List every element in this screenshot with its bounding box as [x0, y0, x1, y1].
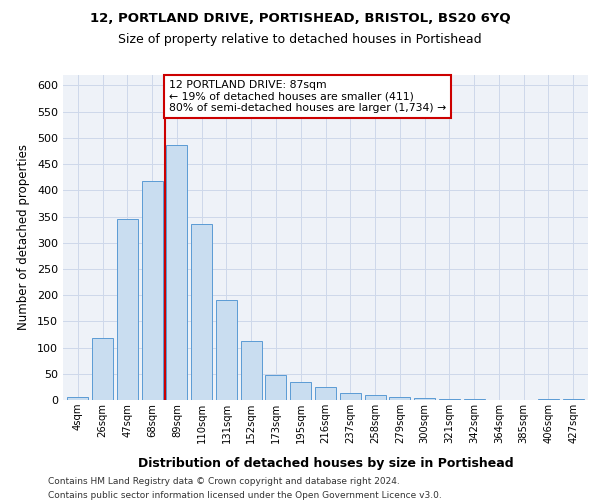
- Text: 12, PORTLAND DRIVE, PORTISHEAD, BRISTOL, BS20 6YQ: 12, PORTLAND DRIVE, PORTISHEAD, BRISTOL,…: [89, 12, 511, 26]
- Bar: [216, 300, 237, 400]
- Bar: [290, 382, 311, 400]
- Bar: [117, 219, 138, 400]
- Bar: [265, 375, 286, 400]
- Bar: [340, 392, 361, 400]
- Bar: [365, 396, 386, 400]
- Bar: [389, 398, 410, 400]
- Bar: [538, 399, 559, 400]
- Bar: [67, 398, 88, 400]
- Bar: [92, 338, 113, 400]
- Text: Size of property relative to detached houses in Portishead: Size of property relative to detached ho…: [118, 32, 482, 46]
- Text: 12 PORTLAND DRIVE: 87sqm
← 19% of detached houses are smaller (411)
80% of semi-: 12 PORTLAND DRIVE: 87sqm ← 19% of detach…: [169, 80, 446, 114]
- Bar: [414, 398, 435, 400]
- Bar: [166, 144, 187, 400]
- Bar: [563, 399, 584, 400]
- Bar: [191, 224, 212, 400]
- Y-axis label: Number of detached properties: Number of detached properties: [17, 144, 30, 330]
- X-axis label: Distribution of detached houses by size in Portishead: Distribution of detached houses by size …: [137, 457, 514, 470]
- Bar: [241, 342, 262, 400]
- Bar: [315, 387, 336, 400]
- Bar: [142, 182, 163, 400]
- Text: Contains public sector information licensed under the Open Government Licence v3: Contains public sector information licen…: [48, 491, 442, 500]
- Text: Contains HM Land Registry data © Crown copyright and database right 2024.: Contains HM Land Registry data © Crown c…: [48, 478, 400, 486]
